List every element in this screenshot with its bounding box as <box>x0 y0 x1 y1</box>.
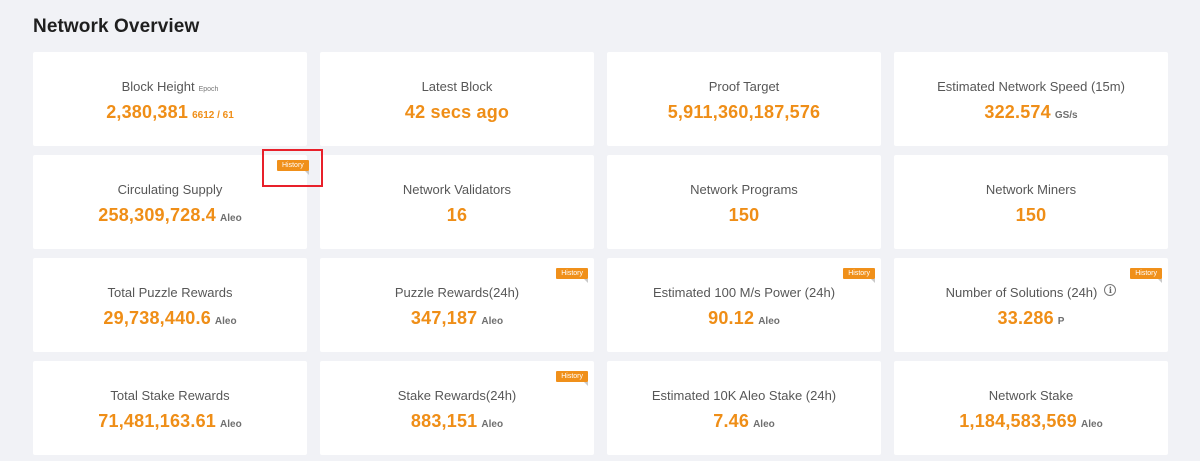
card-value: 322.574 <box>984 102 1051 122</box>
card-label: Puzzle Rewards(24h) <box>394 284 520 300</box>
card-value: 2,380,381 <box>106 102 189 122</box>
card-network-speed: Estimated Network Speed (15m) 322.574 GS… <box>894 52 1168 146</box>
info-icon[interactable]: i <box>1104 283 1117 296</box>
card-estimated-power-24h: History Estimated 100 M/s Power (24h) 90… <box>607 258 881 352</box>
card-network-validators: Network Validators 16 <box>320 155 594 249</box>
card-label: Number of Solutions (24h) <box>945 284 1098 300</box>
history-button[interactable]: History <box>1130 268 1162 283</box>
card-label-sub: Epoch <box>198 86 219 93</box>
history-button[interactable]: History <box>843 268 875 283</box>
card-total-stake-rewards: Total Stake Rewards 71,481,163.61 Aleo <box>33 361 307 455</box>
card-stake-rewards-24h: History Stake Rewards(24h) 883,151 Aleo <box>320 361 594 455</box>
card-label: Network Programs <box>690 181 798 197</box>
card-puzzle-rewards-24h: History Puzzle Rewards(24h) 347,187 Aleo <box>320 258 594 352</box>
card-unit: Aleo <box>753 419 775 430</box>
card-label: Circulating Supply <box>117 181 223 197</box>
card-label: Block Height <box>121 78 195 94</box>
card-value: 347,187 <box>410 308 478 328</box>
card-value: 150 <box>728 205 760 225</box>
card-value: 33.286 <box>997 308 1054 328</box>
card-label: Latest Block <box>421 78 493 94</box>
page-title: Network Overview <box>33 16 200 37</box>
card-unit: GS/s <box>1054 110 1078 121</box>
history-button[interactable]: History <box>556 268 588 283</box>
card-value: 29,738,440.6 <box>103 308 211 328</box>
card-value: 42 secs ago <box>404 102 510 122</box>
card-total-puzzle-rewards: Total Puzzle Rewards 29,738,440.6 Aleo <box>33 258 307 352</box>
card-value: 16 <box>446 205 468 225</box>
card-unit: Aleo <box>481 316 504 327</box>
card-unit: Aleo <box>220 213 242 224</box>
network-overview-grid: Block Height Epoch 2,380,381 6612 / 61 L… <box>33 52 1168 455</box>
card-value: 5,911,360,187,576 <box>667 102 821 122</box>
card-value: 1,184,583,569 <box>959 411 1078 431</box>
card-value: 90.12 <box>708 308 755 328</box>
card-block-height: Block Height Epoch 2,380,381 6612 / 61 <box>33 52 307 146</box>
card-epoch: 6612 / 61 <box>192 110 234 121</box>
card-label: Estimated Network Speed (15m) <box>937 78 1125 94</box>
card-latest-block: Latest Block 42 secs ago <box>320 52 594 146</box>
card-proof-target: Proof Target 5,911,360,187,576 <box>607 52 881 146</box>
card-label: Total Puzzle Rewards <box>107 284 233 300</box>
card-circulating-supply: Circulating Supply 258,309,728.4 Aleo <box>33 155 307 249</box>
card-number-of-solutions: History Number of Solutions (24h) i 33.2… <box>894 258 1168 352</box>
card-unit: Aleo <box>214 316 237 327</box>
card-unit: Aleo <box>220 419 242 430</box>
card-label: Network Miners <box>985 181 1077 197</box>
card-value: 883,151 <box>410 411 478 431</box>
card-label: Estimated 10K Aleo Stake (24h) <box>651 387 837 403</box>
card-label: Network Stake <box>988 387 1074 403</box>
card-label: Total Stake Rewards <box>110 387 230 403</box>
card-network-miners: Network Miners 150 <box>894 155 1168 249</box>
card-network-programs: Network Programs 150 <box>607 155 881 249</box>
card-unit: P <box>1057 316 1065 327</box>
history-button[interactable]: History <box>556 371 588 386</box>
card-network-stake: Network Stake 1,184,583,569 Aleo <box>894 361 1168 455</box>
card-label: Stake Rewards(24h) <box>397 387 517 403</box>
card-label: Network Validators <box>402 181 512 197</box>
card-unit: Aleo <box>1081 419 1103 430</box>
card-unit: Aleo <box>758 316 780 327</box>
card-unit: Aleo <box>481 419 504 430</box>
card-value: 71,481,163.61 <box>98 411 217 431</box>
card-value: 7.46 <box>713 411 750 431</box>
card-value: 258,309,728.4 <box>98 205 217 225</box>
card-label: Proof Target <box>708 78 780 94</box>
card-estimated-stake-24h: Estimated 10K Aleo Stake (24h) 7.46 Aleo <box>607 361 881 455</box>
card-label: Estimated 100 M/s Power (24h) <box>652 284 836 300</box>
card-value: 150 <box>1015 205 1047 225</box>
